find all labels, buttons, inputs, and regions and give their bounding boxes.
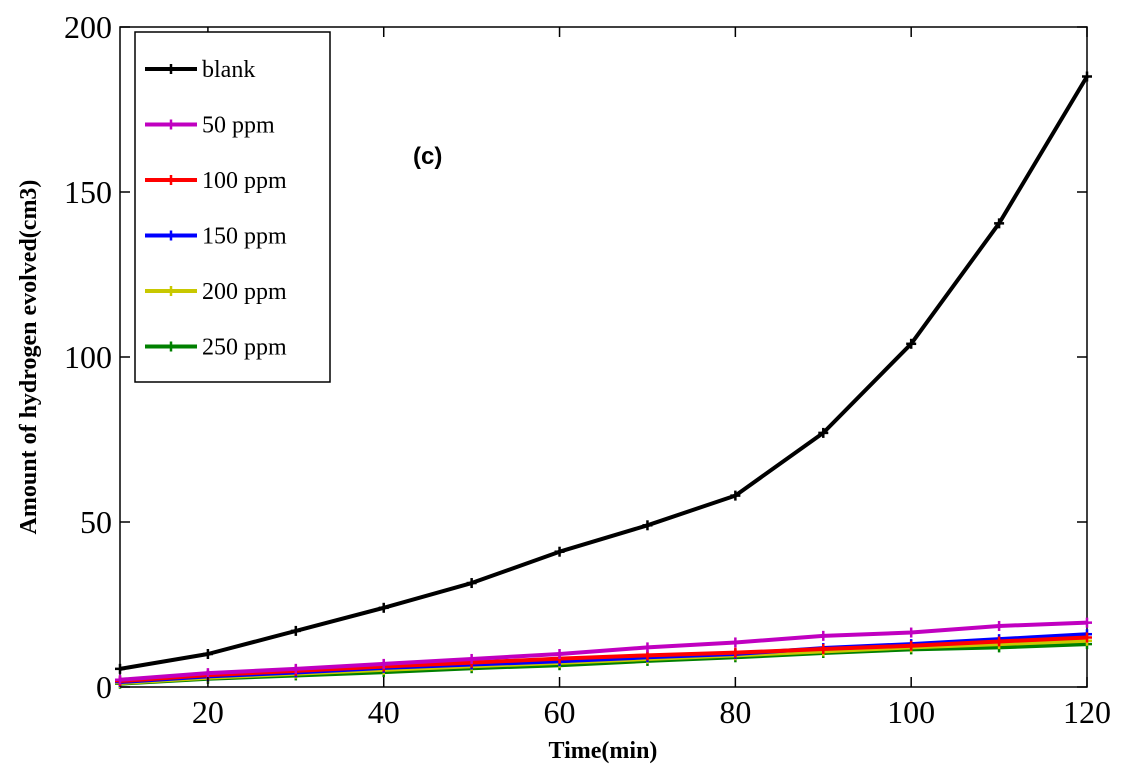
series-50-ppm [115, 617, 1092, 685]
x-tick-label-80: 80 [719, 694, 751, 730]
data-point-blank-30 [290, 625, 301, 636]
y-tick-label-100: 100 [64, 339, 112, 375]
legend-label-blank: blank [202, 57, 255, 83]
data-point-50-ppm-60 [554, 649, 565, 659]
x-tick-label-20: 20 [192, 694, 224, 730]
x-tick-label-60: 60 [544, 694, 576, 730]
legend-label-100-ppm: 100 ppm [202, 168, 287, 194]
data-point-50-ppm-80 [730, 637, 741, 648]
legend-item-250-ppm: 250 ppm [145, 335, 287, 361]
data-point-50-ppm-120 [1082, 617, 1092, 628]
legend-label-150-ppm: 150 ppm [202, 224, 287, 250]
data-point-50-ppm-100 [906, 627, 917, 638]
legend-item-50-ppm: 50 ppm [145, 113, 275, 139]
data-point-100-ppm-100 [906, 640, 917, 651]
y-tick-label-50: 50 [80, 504, 112, 540]
data-point-50-ppm-110 [994, 620, 1005, 631]
data-point-100-ppm-110 [994, 636, 1005, 647]
y-tick-label-150: 150 [64, 174, 112, 210]
data-point-50-ppm-90 [818, 630, 829, 641]
axes-layer: 20 40 60 80 100 120 0 50 100 150 200 [64, 9, 1111, 730]
data-point-50-ppm-30 [290, 663, 301, 674]
series-line-50-ppm [119, 620, 1088, 682]
data-point-100-ppm-90 [818, 644, 829, 655]
legend-label-50-ppm: 50 ppm [202, 113, 275, 139]
data-point-100-ppm-120 [1082, 632, 1092, 643]
data-point-blank-70 [642, 520, 653, 531]
data-point-50-ppm-20 [202, 668, 213, 679]
legend: blank 50 ppm 100 ppm 150 ppm 200 ppm 250 ppm [134, 31, 331, 383]
y-axis-label: Amount of hydrogen evolved(cm3) [16, 180, 42, 535]
data-point-blank-10 [115, 663, 125, 674]
legend-item-200-ppm: 200 ppm [145, 279, 287, 305]
series-layer [115, 71, 1092, 689]
data-point-blank-60 [554, 546, 565, 557]
data-point-blank-80 [730, 490, 741, 501]
legend-item-150-ppm: 150 ppm [145, 224, 287, 250]
data-point-blank-120 [1082, 71, 1092, 82]
data-point-50-ppm-70 [642, 642, 653, 653]
x-tick-label-40: 40 [368, 694, 400, 730]
series-line-blank [119, 75, 1089, 671]
data-point-blank-50 [466, 578, 477, 589]
x-axis-label: Time(min) [549, 738, 658, 764]
data-point-blank-100 [906, 338, 917, 349]
legend-item-blank: blank [145, 57, 255, 83]
data-point-blank-20 [202, 649, 213, 659]
legend-entries: blank 50 ppm 100 ppm 150 ppm 200 ppm 250 ppm [145, 57, 287, 361]
data-point-100-ppm-80 [730, 647, 741, 658]
y-tick-label-0: 0 [96, 669, 112, 705]
series-blank [115, 71, 1092, 674]
data-point-50-ppm-10 [115, 674, 125, 685]
x-tick-label-100: 100 [887, 694, 935, 730]
y-tick-label-200: 200 [64, 9, 112, 45]
data-point-blank-40 [378, 602, 389, 613]
x-tick-label-120: 120 [1063, 694, 1111, 730]
legend-label-250-ppm: 250 ppm [202, 335, 287, 361]
legend-label-200-ppm: 200 ppm [202, 279, 287, 305]
data-point-blank-90 [818, 427, 829, 438]
legend-box [134, 31, 331, 383]
annotation-label: (c) [413, 143, 442, 170]
data-point-50-ppm-50 [466, 653, 477, 664]
legend-item-100-ppm: 100 ppm [145, 168, 287, 194]
data-point-blank-110 [994, 218, 1005, 229]
data-point-50-ppm-40 [378, 658, 389, 669]
